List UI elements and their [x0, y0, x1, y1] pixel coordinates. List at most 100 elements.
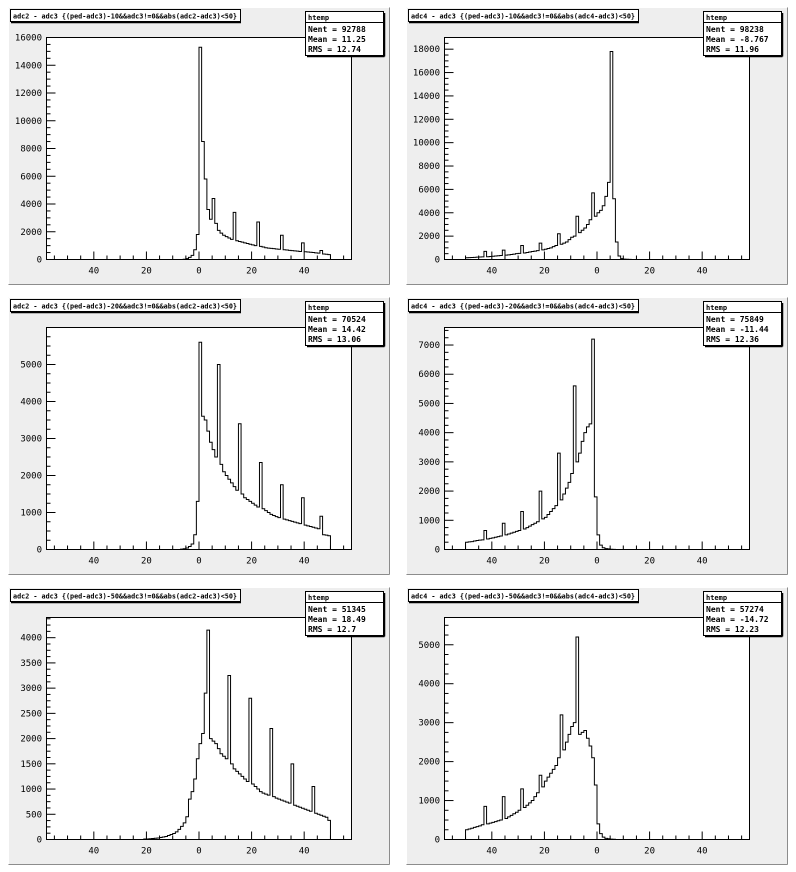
stats-box-frame — [703, 591, 782, 636]
y-tick-label: 3000 — [418, 719, 440, 729]
stats-header: htemp — [308, 594, 329, 602]
x-tick-label: 40 — [697, 267, 708, 277]
x-tick-label: 20 — [539, 267, 550, 277]
histogram-svg: 40 20 0 20 40 0 1000 2000 3000 4000 5000 6000 7000 ad… — [406, 297, 788, 575]
y-tick-label: 1000 — [418, 516, 440, 526]
stats-box-frame — [703, 301, 782, 346]
stats-header: htemp — [706, 14, 727, 22]
chart-title: adc2 - adc3 {(ped-adc3)-10&&adc3!=0&&abs… — [13, 13, 237, 21]
y-tick-label: 3000 — [20, 684, 42, 694]
y-tick-label: 14000 — [15, 61, 42, 71]
x-tick-label: 0 — [196, 557, 201, 567]
stats-box-frame — [305, 301, 384, 346]
x-tick-label: 20 — [141, 267, 152, 277]
histogram-line — [67, 629, 331, 840]
y-tick-label: 2000 — [418, 232, 440, 242]
stats-entries: Nent = 57274 — [706, 605, 764, 614]
y-tick-label: 10000 — [413, 139, 440, 149]
chart-title: adc4 - adc3 {(ped-adc3)-20&&adc3!=0&&abs… — [411, 303, 635, 311]
y-tick-label: 0 — [435, 836, 440, 846]
stats-header: htemp — [308, 304, 329, 312]
y-tick-label: 4000 — [20, 398, 42, 408]
y-tick-label: 14000 — [413, 92, 440, 102]
chart-title-box: adc4 - adc3 {(ped-adc3)-10&&adc3!=0&&abs… — [408, 9, 639, 24]
x-tick-label: 40 — [486, 847, 497, 857]
title-box-frame — [408, 589, 639, 602]
stats-entries: Nent = 51345 — [308, 605, 366, 614]
y-tick-label: 0 — [37, 836, 42, 846]
stats-entries: Nent = 75849 — [706, 315, 764, 324]
histogram-line — [465, 636, 729, 840]
x-tick-label: 40 — [486, 557, 497, 567]
plot-frame — [46, 617, 352, 840]
x-tick-label: 20 — [644, 557, 655, 567]
y-tick-label: 5000 — [20, 361, 42, 371]
stats-entries: Nent = 98238 — [706, 25, 764, 34]
y-tick-label: 0 — [37, 546, 42, 556]
stats-entries: Nent = 70524 — [308, 315, 366, 324]
chart-title: adc2 - adc3 {(ped-adc3)-20&&adc3!=0&&abs… — [13, 303, 237, 311]
x-tick-label: 20 — [644, 847, 655, 857]
x-tick-label: 40 — [88, 847, 99, 857]
stats-mean: Mean = 14.42 — [308, 325, 366, 334]
y-tick-label: 5000 — [418, 399, 440, 409]
stats-entries: Nent = 92788 — [308, 25, 366, 34]
histogram-line — [465, 51, 729, 260]
x-tick-label: 0 — [594, 557, 599, 567]
histogram-svg: 40 20 0 20 40 0 1000 2000 3000 4000 5000 adc4 - adc… — [406, 587, 788, 865]
y-tick-label: 2000 — [418, 758, 440, 768]
stats-header: htemp — [706, 304, 727, 312]
stats-mean: Mean = 11.25 — [308, 35, 366, 44]
y-tick-label: 8000 — [20, 145, 42, 155]
stats-mean: Mean = -11.44 — [706, 325, 769, 334]
y-tick-label: 2000 — [418, 487, 440, 497]
chart-title-box: adc2 - adc3 {(ped-adc3)-10&&adc3!=0&&abs… — [10, 9, 241, 24]
title-box-frame — [408, 9, 639, 22]
x-tick-label: 0 — [196, 267, 201, 277]
y-tick-label: 1000 — [20, 509, 42, 519]
y-tick-label: 4000 — [418, 209, 440, 219]
histogram-svg: 40 20 0 20 40 0 2000 4000 6000 8000 10000 12000 1400… — [406, 7, 788, 285]
y-tick-label: 3500 — [20, 659, 42, 669]
y-tick-label: 4000 — [418, 429, 440, 439]
histogram-pad-4: 40 20 0 20 40 0 1000 2000 3000 4000 5000 6000 7000 ad… — [406, 297, 788, 575]
histogram-pad-2: 40 20 0 20 40 0 2000 4000 6000 8000 10000 12000 1400… — [406, 7, 788, 285]
y-tick-label: 6000 — [418, 370, 440, 380]
y-tick-label: 2000 — [20, 472, 42, 482]
x-tick-label: 0 — [594, 267, 599, 277]
histogram-pad-3: 40 20 0 20 40 0 1000 2000 3000 4000 5000 adc2 - adc… — [8, 297, 390, 575]
stats-rms: RMS = 12.74 — [308, 45, 361, 54]
y-tick-label: 0 — [435, 546, 440, 556]
x-tick-label: 40 — [299, 557, 310, 567]
histogram-svg: 40 20 0 20 40 0 2000 4000 6000 8000 10000 12000 1400… — [8, 7, 390, 285]
y-tick-label: 12000 — [413, 115, 440, 125]
x-tick-label: 20 — [539, 847, 550, 857]
histogram-line — [67, 341, 331, 550]
stats-header: htemp — [308, 14, 329, 22]
y-tick-label: 4000 — [418, 680, 440, 690]
histogram-pad-6: 40 20 0 20 40 0 1000 2000 3000 4000 5000 adc4 - adc… — [406, 587, 788, 865]
y-tick-label: 500 — [26, 810, 42, 820]
y-tick-label: 4000 — [20, 200, 42, 210]
stats-header: htemp — [706, 594, 727, 602]
x-tick-label: 20 — [141, 557, 152, 567]
x-tick-label: 40 — [697, 557, 708, 567]
stats-rms: RMS = 13.06 — [308, 335, 361, 344]
x-tick-label: 40 — [697, 847, 708, 857]
stats-rms: RMS = 12.23 — [706, 625, 759, 634]
x-tick-label: 20 — [246, 557, 257, 567]
y-tick-label: 16000 — [15, 34, 42, 44]
title-box-frame — [10, 9, 241, 22]
chart-title: adc4 - adc3 {(ped-adc3)-10&&adc3!=0&&abs… — [411, 13, 635, 21]
chart-title-box: adc4 - adc3 {(ped-adc3)-50&&adc3!=0&&abs… — [408, 589, 639, 604]
stats-box-frame — [305, 591, 384, 636]
y-tick-label: 7000 — [418, 341, 440, 351]
x-tick-label: 40 — [299, 847, 310, 857]
y-tick-label: 5000 — [418, 641, 440, 651]
y-tick-label: 6000 — [418, 185, 440, 195]
title-box-frame — [10, 299, 241, 312]
